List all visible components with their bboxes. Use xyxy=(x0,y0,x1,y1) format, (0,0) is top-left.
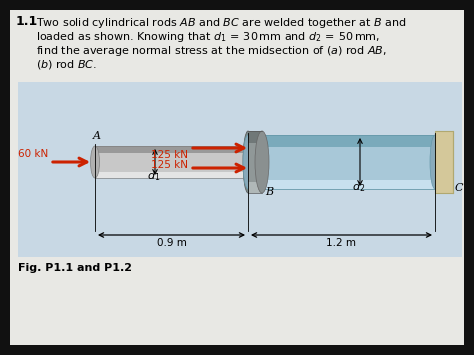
Bar xyxy=(248,131,262,193)
Bar xyxy=(18,82,462,257)
Text: $(b)$ rod $BC.$: $(b)$ rod $BC.$ xyxy=(36,58,97,71)
Bar xyxy=(248,131,262,143)
Text: loaded as shown. Knowing that $d_1\,=\,30\,\mathrm{mm}$ and $d_2\,=\,50\,\mathrm: loaded as shown. Knowing that $d_1\,=\,3… xyxy=(36,30,380,44)
Bar xyxy=(248,135,435,147)
Text: 125 kN: 125 kN xyxy=(151,150,188,160)
Bar xyxy=(95,146,248,178)
Bar xyxy=(248,135,435,189)
Ellipse shape xyxy=(243,131,253,193)
Text: A: A xyxy=(93,131,101,141)
Bar xyxy=(95,146,248,153)
Text: B: B xyxy=(265,187,273,197)
Bar xyxy=(248,180,435,189)
Bar xyxy=(95,172,248,178)
Ellipse shape xyxy=(243,135,253,189)
Bar xyxy=(248,182,262,193)
Text: 60 kN: 60 kN xyxy=(18,149,48,159)
Text: 1.2 m: 1.2 m xyxy=(327,238,356,248)
Text: 1.1: 1.1 xyxy=(16,15,38,28)
Text: C: C xyxy=(455,183,464,193)
Ellipse shape xyxy=(430,135,440,189)
Text: Fig. P1.1 and P1.2: Fig. P1.1 and P1.2 xyxy=(18,263,132,273)
Ellipse shape xyxy=(255,131,269,193)
Text: find the average normal stress at the midsection of $(a)$ rod $AB,$: find the average normal stress at the mi… xyxy=(36,44,387,58)
Text: Two solid cylindrical rods $AB$ and $BC$ are welded together at $B$ and: Two solid cylindrical rods $AB$ and $BC$… xyxy=(36,16,406,30)
Text: $d_2$: $d_2$ xyxy=(352,180,365,194)
Ellipse shape xyxy=(91,146,100,178)
Text: 125 kN: 125 kN xyxy=(151,160,188,170)
Text: 0.9 m: 0.9 m xyxy=(156,238,186,248)
Bar xyxy=(435,131,453,193)
Text: $d_1$: $d_1$ xyxy=(147,169,161,183)
